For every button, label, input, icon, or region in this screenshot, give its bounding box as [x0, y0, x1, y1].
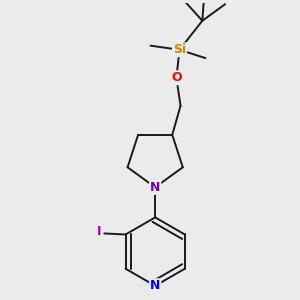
Text: N: N [150, 279, 160, 292]
Text: N: N [150, 181, 160, 194]
Text: O: O [171, 71, 182, 84]
Text: Si: Si [173, 43, 186, 56]
Text: I: I [97, 225, 101, 238]
